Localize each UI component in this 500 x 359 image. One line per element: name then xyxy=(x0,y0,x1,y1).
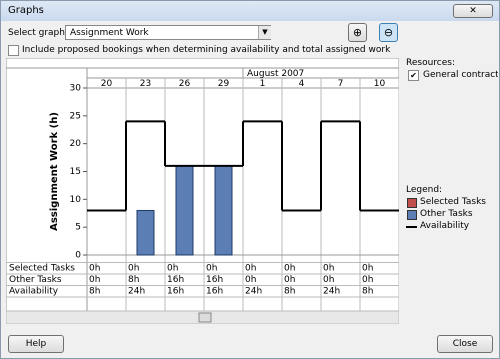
legend-label: Selected Tasks xyxy=(420,197,486,207)
graph-select[interactable]: Assignment Work xyxy=(65,25,271,40)
table-cell: 8h xyxy=(128,275,139,285)
row-header: Selected Tasks xyxy=(9,264,75,274)
close-x[interactable]: ✕ xyxy=(453,4,493,18)
legend-swatch xyxy=(407,198,417,208)
plot-background xyxy=(6,58,399,312)
bar xyxy=(175,165,194,256)
table-cell: 0h xyxy=(362,264,373,274)
table-cell: 16h xyxy=(206,275,223,285)
table-cell: 24h xyxy=(128,287,145,297)
y-tick-label: 30 xyxy=(70,84,82,94)
help-button[interactable]: Help xyxy=(8,335,64,353)
zoom-out[interactable]: ⊖ xyxy=(379,23,398,42)
table-cell: 0h xyxy=(128,264,139,274)
table-cell: 0h xyxy=(245,275,256,285)
y-tick-label: 25 xyxy=(70,111,81,121)
legend-label: Other Tasks xyxy=(420,209,473,219)
table-cell: 0h xyxy=(167,264,178,274)
resources-label: Resources: xyxy=(406,58,455,68)
x-tick-label: 26 xyxy=(179,79,191,89)
legend-title: Legend: xyxy=(406,185,443,195)
table-cell: 0h xyxy=(206,264,217,274)
bar xyxy=(214,165,233,256)
zoom-in[interactable]: ⊕ xyxy=(348,23,367,42)
y-tick-label: 10 xyxy=(70,195,82,205)
table-cell: 24h xyxy=(245,287,262,297)
y-axis-label: Assignment Work (h) xyxy=(49,112,60,231)
table-cell: 8h xyxy=(284,287,295,297)
table-cell: 0h xyxy=(89,275,100,285)
legend-swatch xyxy=(406,226,417,228)
table-cell: 0h xyxy=(362,275,373,285)
y-tick-label: 5 xyxy=(75,223,81,233)
bar xyxy=(136,209,155,256)
table-cell: 0h xyxy=(284,264,295,274)
scroll-thumb xyxy=(198,312,212,323)
x-tick-label: 29 xyxy=(218,79,230,89)
row-header: Availability xyxy=(9,287,59,297)
table-cell: 16h xyxy=(167,287,184,297)
dropdown-arrow[interactable]: ▼ xyxy=(258,26,271,39)
table-cell: 8h xyxy=(362,287,373,297)
y-tick-label: 15 xyxy=(70,167,81,177)
table-cell: 16h xyxy=(206,287,223,297)
window-title: Graphs xyxy=(8,5,44,16)
x-tick-label: 1 xyxy=(260,79,266,89)
x-tick-label: 20 xyxy=(101,79,113,89)
chart: August 2007 20 23 26 29 1 4 7 10 0 5 10 15 20 25 30 Assi… xyxy=(6,58,399,324)
select-label: Select graph: xyxy=(8,28,69,38)
checkbox-label: Include proposed bookings when determini… xyxy=(22,45,391,55)
select-value: Assignment Work xyxy=(70,28,149,38)
row-header: Other Tasks xyxy=(9,275,62,285)
table-cell: 24h xyxy=(323,287,340,297)
resource-checkbox[interactable]: ✔ xyxy=(408,70,419,81)
y-tick-label: 0 xyxy=(75,251,81,261)
table-cell: 0h xyxy=(89,264,100,274)
table-cell: 0h xyxy=(323,264,334,274)
x-tick-label: 7 xyxy=(338,79,344,89)
resource-item: General contractor xyxy=(423,70,498,80)
x-tick-label: 23 xyxy=(140,79,151,89)
checkbox[interactable] xyxy=(8,45,19,56)
close-button[interactable]: Close xyxy=(437,335,493,353)
x-tick-label: 10 xyxy=(374,79,386,89)
table-cell: 0h xyxy=(323,275,334,285)
period-label: August 2007 xyxy=(247,69,304,79)
legend-swatch xyxy=(407,210,417,220)
table-cell: 0h xyxy=(284,275,295,285)
legend-label: Availability xyxy=(420,221,470,231)
table-cell: 16h xyxy=(167,275,184,285)
table-cell: 8h xyxy=(89,287,100,297)
table-cell: 0h xyxy=(245,264,256,274)
y-tick-label: 20 xyxy=(70,139,82,149)
title-bar xyxy=(1,1,499,21)
x-tick-label: 4 xyxy=(299,79,305,89)
